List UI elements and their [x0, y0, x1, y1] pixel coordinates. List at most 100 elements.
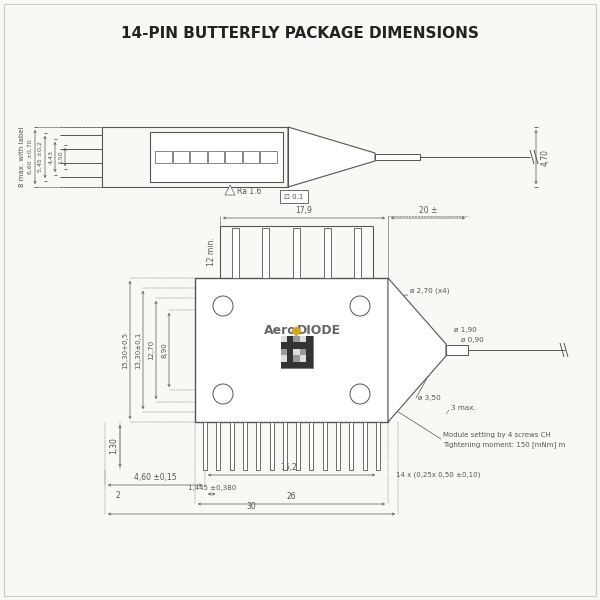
- Bar: [208, 151, 224, 163]
- Bar: [293, 362, 300, 368]
- Bar: [269, 422, 274, 470]
- Bar: [300, 343, 306, 349]
- Bar: [281, 336, 287, 343]
- Text: 4,60 ±0,15: 4,60 ±0,15: [134, 473, 176, 482]
- Bar: [310, 422, 313, 470]
- Text: Module setting by 4 screws CH: Module setting by 4 screws CH: [443, 432, 551, 438]
- Text: 15,30+0,5: 15,30+0,5: [122, 331, 128, 368]
- Bar: [293, 343, 300, 349]
- Bar: [323, 228, 331, 278]
- Bar: [256, 422, 260, 470]
- Bar: [362, 422, 367, 470]
- Bar: [293, 228, 300, 278]
- Text: 2: 2: [116, 491, 121, 500]
- Bar: [300, 336, 306, 343]
- Text: 1,50: 1,50: [58, 150, 63, 164]
- Bar: [446, 345, 468, 355]
- Bar: [243, 422, 247, 470]
- Bar: [336, 422, 340, 470]
- Bar: [293, 355, 300, 362]
- Text: 8 max. with label: 8 max. with label: [19, 127, 25, 187]
- Text: 14 x (0,25x 0,50 ±0,10): 14 x (0,25x 0,50 ±0,10): [397, 472, 481, 478]
- Text: ø 0,90: ø 0,90: [461, 337, 484, 343]
- Text: 1,30: 1,30: [109, 437, 118, 454]
- Text: 12,70: 12,70: [148, 340, 154, 360]
- Bar: [155, 151, 172, 163]
- Bar: [287, 355, 293, 362]
- Text: ø 2,70 (x4): ø 2,70 (x4): [410, 288, 449, 295]
- Bar: [287, 362, 293, 368]
- Bar: [203, 422, 207, 470]
- Text: Tightening moment: 150 [mNm] m: Tightening moment: 150 [mNm] m: [443, 441, 565, 448]
- Text: 3 max.: 3 max.: [451, 405, 476, 411]
- Text: 17,9: 17,9: [296, 206, 313, 215]
- Text: 4,70: 4,70: [541, 148, 550, 166]
- Bar: [293, 349, 300, 355]
- Text: ø 1,90: ø 1,90: [454, 327, 477, 333]
- Text: ⊡ 0.1: ⊡ 0.1: [284, 194, 304, 200]
- Circle shape: [213, 296, 233, 316]
- Text: 30: 30: [247, 502, 256, 511]
- Bar: [349, 422, 353, 470]
- Bar: [280, 190, 308, 203]
- Bar: [354, 228, 361, 278]
- Text: Ra 1.6: Ra 1.6: [237, 187, 262, 196]
- Bar: [230, 422, 233, 470]
- Bar: [281, 349, 287, 355]
- Bar: [281, 336, 313, 368]
- Bar: [287, 336, 293, 343]
- Text: 12 min.: 12 min.: [207, 238, 216, 266]
- Bar: [287, 349, 293, 355]
- Text: 1,445 ±0,380: 1,445 ±0,380: [188, 485, 236, 491]
- Text: 4,43: 4,43: [48, 150, 53, 164]
- Bar: [195, 278, 388, 422]
- Bar: [173, 151, 189, 163]
- Bar: [260, 151, 277, 163]
- Bar: [306, 362, 313, 368]
- Bar: [376, 422, 380, 470]
- Bar: [300, 362, 306, 368]
- Circle shape: [350, 296, 370, 316]
- Text: 5,45 ±0,2: 5,45 ±0,2: [38, 142, 43, 172]
- Circle shape: [213, 384, 233, 404]
- Text: 6,60 ±0,70: 6,60 ±0,70: [28, 140, 33, 175]
- Bar: [190, 151, 207, 163]
- Bar: [323, 422, 327, 470]
- Text: ø 3,50: ø 3,50: [418, 395, 441, 401]
- Bar: [306, 355, 313, 362]
- Bar: [306, 343, 313, 349]
- Bar: [232, 228, 239, 278]
- Bar: [306, 349, 313, 355]
- Bar: [306, 336, 313, 343]
- Polygon shape: [388, 278, 446, 422]
- Bar: [225, 151, 242, 163]
- Bar: [281, 343, 287, 349]
- Text: Aero: Aero: [264, 323, 296, 337]
- Bar: [296, 422, 300, 470]
- Bar: [262, 228, 269, 278]
- Bar: [243, 151, 259, 163]
- Polygon shape: [288, 127, 375, 187]
- Bar: [375, 154, 420, 160]
- Text: 15,24: 15,24: [281, 463, 302, 472]
- Text: 26: 26: [287, 492, 296, 501]
- Bar: [281, 355, 287, 362]
- Bar: [300, 349, 306, 355]
- Circle shape: [350, 384, 370, 404]
- Bar: [150, 132, 283, 182]
- Bar: [293, 336, 300, 343]
- Bar: [217, 422, 220, 470]
- Bar: [287, 343, 293, 349]
- Text: DIODE: DIODE: [296, 323, 341, 337]
- Text: 20 ±: 20 ±: [419, 206, 437, 215]
- Text: 8,90: 8,90: [161, 342, 167, 358]
- Bar: [300, 355, 306, 362]
- Polygon shape: [225, 185, 235, 195]
- Text: ◇: ◇: [292, 325, 301, 335]
- Text: 13,30±0,1: 13,30±0,1: [135, 331, 141, 368]
- Text: ◆: ◆: [291, 323, 302, 337]
- Bar: [283, 422, 287, 470]
- Text: 14-PIN BUTTERFLY PACKAGE DIMENSIONS: 14-PIN BUTTERFLY PACKAGE DIMENSIONS: [121, 26, 479, 41]
- Bar: [102, 127, 288, 187]
- Bar: [281, 362, 287, 368]
